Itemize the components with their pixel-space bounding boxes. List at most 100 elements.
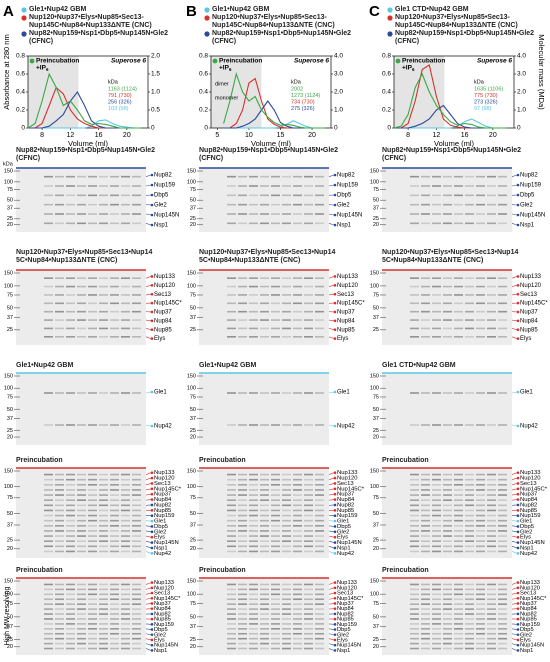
gel-band: [249, 519, 258, 522]
gel-band: [238, 327, 247, 330]
gel-band: [132, 194, 141, 197]
gel-band: [55, 327, 64, 330]
gel-band: [282, 632, 291, 635]
marker-label: 25: [7, 538, 13, 544]
gel-band: [88, 525, 97, 527]
band-dot: [333, 586, 337, 590]
gel-band: [121, 302, 130, 305]
gel-band: [66, 499, 75, 501]
band-label: Nup133: [154, 470, 175, 476]
gel-band: [249, 302, 258, 305]
gel-band: [88, 583, 97, 586]
gel-band: [410, 504, 419, 507]
gel-band: [454, 194, 463, 197]
band-dot: [333, 643, 337, 647]
gel-band: [260, 642, 269, 645]
gel-band: [44, 319, 53, 321]
band-dot: [516, 581, 520, 584]
y-tick-label: 0.4: [199, 89, 208, 96]
gel-band: [421, 618, 430, 620]
band-label: Elys: [520, 535, 531, 541]
y-tick-label: 0.2: [382, 107, 391, 114]
gel-band: [121, 336, 130, 338]
gel-band: [304, 588, 313, 591]
gel-band: [443, 545, 452, 548]
gel-band: [315, 489, 324, 491]
band-dot: [333, 552, 337, 555]
gel-band: [55, 319, 64, 321]
gel-band: [110, 509, 119, 512]
gel-band: [454, 545, 463, 548]
marker-label: 100: [370, 484, 379, 490]
gel-band: [443, 499, 452, 501]
gel-band: [476, 478, 485, 481]
gel-band: [55, 222, 64, 225]
gel-band: [88, 637, 97, 640]
gel-band: [487, 540, 496, 542]
gel-band: [282, 392, 291, 394]
gel-band: [476, 519, 485, 522]
gel-band: [421, 632, 430, 635]
gel-band: [110, 535, 119, 537]
band-dot: [516, 492, 520, 496]
gel-band: [132, 473, 141, 476]
gel-band: [99, 583, 108, 586]
gel-band: [293, 598, 302, 601]
band-dot: [150, 623, 154, 626]
marker-label: 150: [370, 373, 379, 379]
band-leader: [145, 276, 152, 279]
gel-band: [498, 525, 507, 527]
marker-label: 50: [7, 407, 13, 413]
gel-band: [443, 319, 452, 321]
gel-band: [66, 175, 75, 178]
gel-band: [315, 194, 324, 197]
gel-band: [44, 535, 53, 537]
gel-band: [421, 319, 430, 321]
gel-band: [88, 473, 97, 476]
gel-band: [77, 545, 86, 548]
band-label: Dbp5: [154, 193, 169, 199]
gel-band: [304, 550, 313, 553]
gel-band: [260, 623, 269, 625]
gel-band: [110, 424, 119, 426]
band-leader: [511, 535, 518, 538]
gel-band: [238, 535, 247, 537]
band-dot: [333, 591, 337, 595]
ip-label: +IP6: [402, 65, 415, 72]
band-dot: [333, 535, 337, 539]
gel-band: [44, 525, 53, 527]
gel-band: [282, 608, 291, 610]
gel-band: [55, 530, 64, 532]
band-leader: [328, 328, 335, 330]
gel-band: [249, 637, 258, 640]
marker-label: 25: [373, 538, 379, 544]
gel-band: [465, 613, 474, 615]
gel-band: [271, 185, 280, 187]
gel-band: [44, 277, 53, 279]
gel-band: [421, 213, 430, 215]
gel-band: [66, 203, 75, 206]
gel-band: [454, 213, 463, 215]
gel-band: [476, 647, 485, 650]
gel-band: [487, 285, 496, 288]
gel-band: [465, 603, 474, 605]
gel-band: [238, 494, 247, 496]
gel-band: [249, 478, 258, 481]
gel-band: [454, 525, 463, 527]
band-label: Nup159: [337, 622, 357, 628]
gel-band: [44, 302, 53, 305]
kda-label: kDa: [3, 161, 14, 167]
gel-band: [260, 494, 269, 496]
band-label: Nup145N: [520, 643, 544, 649]
gel-band: [421, 285, 430, 288]
gel-band: [271, 392, 280, 394]
gel-band: [465, 310, 474, 313]
band-leader: [511, 213, 518, 216]
gel-band: [77, 598, 86, 601]
band-label: Nsp1: [154, 223, 169, 229]
gel-band: [88, 628, 97, 630]
gel-band: [55, 525, 64, 527]
gel-band: [432, 632, 441, 635]
band-dot: [516, 183, 520, 187]
band-label: Nup159: [154, 183, 176, 189]
